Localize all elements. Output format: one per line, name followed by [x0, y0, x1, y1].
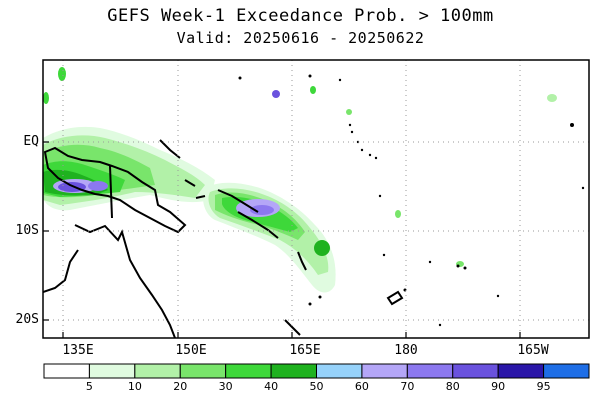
colorbar-swatch: [88, 363, 136, 379]
colorbar-swatch: [452, 363, 499, 379]
colorbar-tick-label: 30: [219, 380, 233, 393]
colorbar-swatch: [316, 363, 363, 379]
colorbar-tick-label: 40: [264, 380, 278, 393]
colorbar-swatch: [497, 363, 545, 379]
colorbar-tick-label: 95: [537, 380, 551, 393]
colorbar-swatch: [270, 363, 318, 379]
colorbar-swatch: [43, 363, 90, 379]
colorbar-tick-label: 10: [128, 380, 142, 393]
colorbar-tick-label: 60: [355, 380, 369, 393]
colorbar-swatch: [361, 363, 408, 379]
colorbar-swatch: [179, 363, 227, 379]
chart-subtitle: Valid: 20250616 - 20250622: [176, 29, 425, 47]
colorbar-tick-label: 80: [446, 380, 460, 393]
lon-label-165e: 165E: [289, 343, 321, 358]
lon-label-135e: 135E: [62, 343, 94, 358]
lat-label-eq: EQ: [23, 134, 39, 149]
colorbar-swatch: [134, 363, 181, 379]
lon-label-165w: 165W: [517, 343, 549, 358]
coastlines: [43, 139, 404, 338]
colorbar-tick-label: 5: [86, 380, 93, 393]
colorbar-tick-label: 20: [173, 380, 187, 393]
islands: [238, 74, 585, 327]
lon-label-150e: 150E: [175, 343, 207, 358]
lat-label-20s: 20S: [15, 312, 39, 327]
lon-label-180: 180: [394, 343, 418, 358]
chart-title: GEFS Week-1 Exceedance Prob. > 100mm: [107, 6, 494, 26]
colorbar-tick-label: 50: [310, 380, 324, 393]
colorbar-tick-label: 70: [400, 380, 414, 393]
colorbar-swatch: [406, 363, 454, 379]
lat-label-10s: 10S: [15, 223, 39, 238]
gridlines: [43, 60, 589, 338]
map-frame: [42, 59, 590, 339]
colorbar-swatch: [543, 363, 590, 379]
colorbar-swatch: [225, 363, 272, 379]
colorbar-tick-label: 90: [491, 380, 505, 393]
axis-ticks: [43, 141, 521, 338]
